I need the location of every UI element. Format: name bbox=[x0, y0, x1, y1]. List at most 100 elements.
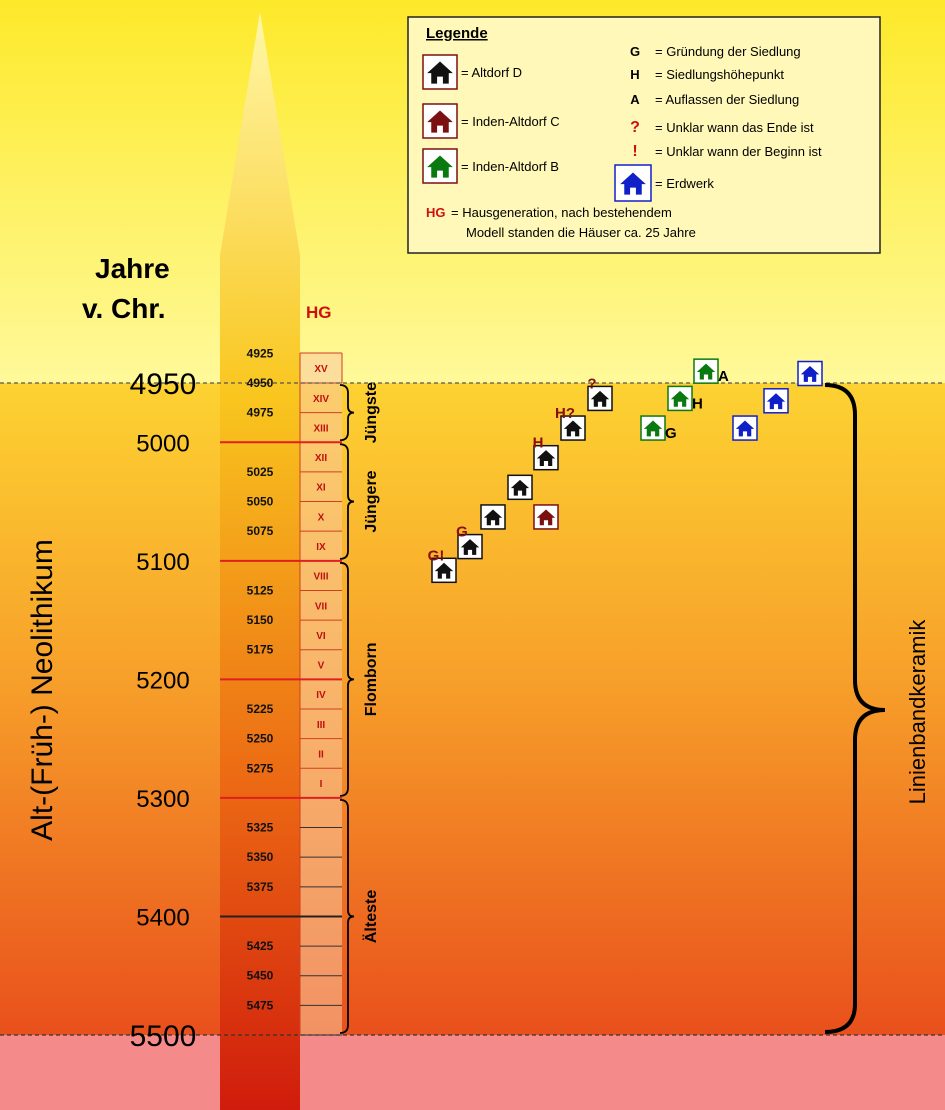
settlement-erdwerk-12 bbox=[763, 388, 789, 414]
hg-generation-xiv: XIV bbox=[313, 394, 329, 405]
minor-tick-5075: 5075 bbox=[247, 524, 274, 538]
major-tick-4950: 4950 bbox=[130, 368, 197, 401]
legend-code-4: ? bbox=[630, 119, 640, 136]
settlement-erdwerk-13 bbox=[797, 360, 823, 387]
settlement-marker: H bbox=[692, 395, 703, 412]
legend-code-text-3: = Auflassen der Siedlung bbox=[655, 92, 799, 107]
settlement-erdwerk-11 bbox=[732, 415, 758, 441]
minor-tick-4950: 4950 bbox=[247, 376, 274, 390]
hg-generation-v: V bbox=[318, 661, 325, 672]
legend-code-text-4: = Unklar wann das Ende ist bbox=[655, 120, 814, 135]
hg-generation-xii: XII bbox=[315, 453, 327, 464]
legend-code-entries: G = Gründung der Siedlung H = Siedlungshöhe… bbox=[630, 44, 822, 160]
settlement-inden-altdorf-b-10: A bbox=[693, 358, 729, 385]
legend-hg-line1: = Hausgeneration, nach bestehendem bbox=[451, 205, 672, 220]
major-tick-5300: 5300 bbox=[136, 786, 189, 813]
era-label: Alt-(Früh-) Neolithikum bbox=[26, 539, 59, 841]
legend-house-entries: = Altdorf D = Inden-Altdorf C = Inden-Altd… bbox=[422, 54, 714, 202]
settlement-inden-altdorf-b-9: H bbox=[667, 385, 703, 412]
minor-tick-5475: 5475 bbox=[247, 998, 274, 1012]
hg-generation-xi: XI bbox=[316, 483, 326, 494]
settlement-marker: G! bbox=[428, 547, 445, 564]
culture-bracket bbox=[824, 383, 886, 1034]
minor-tick-5050: 5050 bbox=[247, 495, 274, 509]
hg-generation-iii: III bbox=[317, 720, 326, 731]
legend-house-label: = Inden-Altdorf B bbox=[461, 159, 559, 174]
hg-generation-viii: VIII bbox=[313, 572, 328, 583]
settlement-marker: H bbox=[533, 435, 544, 452]
legend-box bbox=[407, 16, 881, 254]
legend-house-label: = Inden-Altdorf C bbox=[461, 114, 560, 129]
hg-generation-i: I bbox=[320, 779, 323, 790]
minor-tick-5275: 5275 bbox=[247, 761, 274, 775]
settlement-altdorf-d-5: H? bbox=[555, 405, 586, 441]
settlement-altdorf-d-0: G! bbox=[428, 547, 457, 584]
minor-tick-5250: 5250 bbox=[247, 732, 274, 746]
major-tick-5200: 5200 bbox=[136, 667, 189, 694]
minor-tick-4925: 4925 bbox=[247, 346, 274, 360]
major-tick-5500: 5500 bbox=[130, 1020, 197, 1053]
minor-tick-5350: 5350 bbox=[247, 850, 274, 864]
legend-code-text-5: = Unklar wann der Beginn ist bbox=[655, 144, 822, 159]
legend-house-3: = Inden-Altdorf B bbox=[422, 148, 559, 184]
phase-label-j-ngere: Jüngere bbox=[363, 470, 380, 532]
legend-code-2: H bbox=[630, 67, 639, 82]
settlement-altdorf-d-1: G bbox=[456, 524, 483, 560]
minor-tick-5225: 5225 bbox=[247, 702, 274, 716]
minor-tick-5125: 5125 bbox=[247, 583, 274, 597]
legend-hg-line2: Modell standen die Häuser ca. 25 Jahre bbox=[466, 225, 696, 240]
minor-tick-5150: 5150 bbox=[247, 613, 274, 627]
axis-header-line2: v. Chr. bbox=[82, 293, 166, 324]
legend-house-1: = Altdorf D bbox=[422, 54, 522, 90]
minor-tick-5425: 5425 bbox=[247, 939, 274, 953]
legend-code-3: A bbox=[630, 92, 640, 107]
legend-house-2: = Inden-Altdorf C bbox=[422, 103, 560, 139]
hg-generation-xv: XV bbox=[314, 364, 328, 375]
phase-label-j-ngste: Jüngste bbox=[363, 382, 380, 443]
settlement-marker: G bbox=[456, 524, 468, 541]
phase-bracket-flomborn bbox=[339, 561, 355, 797]
century-lines bbox=[220, 441, 342, 918]
minor-tick-4975: 4975 bbox=[247, 406, 274, 420]
legend-house-label: = Altdorf D bbox=[461, 65, 522, 80]
axis-header-line1: Jahre bbox=[95, 253, 170, 284]
background-lower bbox=[0, 1035, 945, 1110]
hg-generation-xiii: XIII bbox=[313, 423, 328, 434]
hg-header: HG bbox=[306, 303, 332, 322]
settlement-marker: A bbox=[718, 368, 729, 385]
major-tick-labels: 4950 5000 5100 5200 5300 5400 5500 bbox=[130, 368, 197, 1053]
minor-tick-5375: 5375 bbox=[247, 880, 274, 894]
phase-bracket-j-ngere bbox=[339, 443, 355, 560]
settlement-altdorf-d-4: H bbox=[533, 435, 559, 471]
hg-generation-ix: IX bbox=[316, 542, 326, 553]
major-tick-5100: 5100 bbox=[136, 549, 189, 576]
minor-tick-5450: 5450 bbox=[247, 969, 274, 983]
legend-code-5: ! bbox=[632, 143, 637, 160]
legend-hg-code: HG bbox=[426, 205, 446, 220]
hg-generation-iv: IV bbox=[316, 690, 326, 701]
legend-house-4: = Erdwerk bbox=[614, 164, 714, 202]
phase-bracket-j-ngste bbox=[339, 384, 355, 442]
phase-brackets: Jüngste Jüngere Flomborn Älteste bbox=[339, 382, 380, 1034]
major-tick-5400: 5400 bbox=[136, 904, 189, 931]
legend-code-1: G bbox=[630, 44, 640, 59]
minor-tick-5025: 5025 bbox=[247, 465, 274, 479]
minor-tick-labels: 4925 4950 4975 5025 5050 5075 5125 5150 5175 5225… bbox=[247, 346, 274, 1012]
settlement-markers: G!GHH??GHA bbox=[428, 358, 823, 584]
legend: Legende = Altdorf D = Inden-Altdorf C = In… bbox=[407, 16, 881, 254]
minor-tick-5175: 5175 bbox=[247, 643, 274, 657]
legend-code-text-1: = Gründung der Siedlung bbox=[655, 44, 801, 59]
settlement-altdorf-d-6: ? bbox=[587, 375, 613, 412]
settlement-inden-altdorf-c-7 bbox=[533, 504, 559, 530]
legend-house-label: = Erdwerk bbox=[655, 176, 714, 191]
major-tick-5000: 5000 bbox=[136, 430, 189, 457]
hg-generation-vi: VI bbox=[316, 631, 326, 642]
hg-generation-vii: VII bbox=[315, 601, 327, 612]
minor-tick-5325: 5325 bbox=[247, 821, 274, 835]
phase-bracket-lteste bbox=[339, 799, 355, 1034]
phase-label-lteste: Älteste bbox=[362, 890, 380, 943]
hg-generation-ii: II bbox=[318, 749, 324, 760]
settlement-marker: G bbox=[665, 425, 677, 442]
